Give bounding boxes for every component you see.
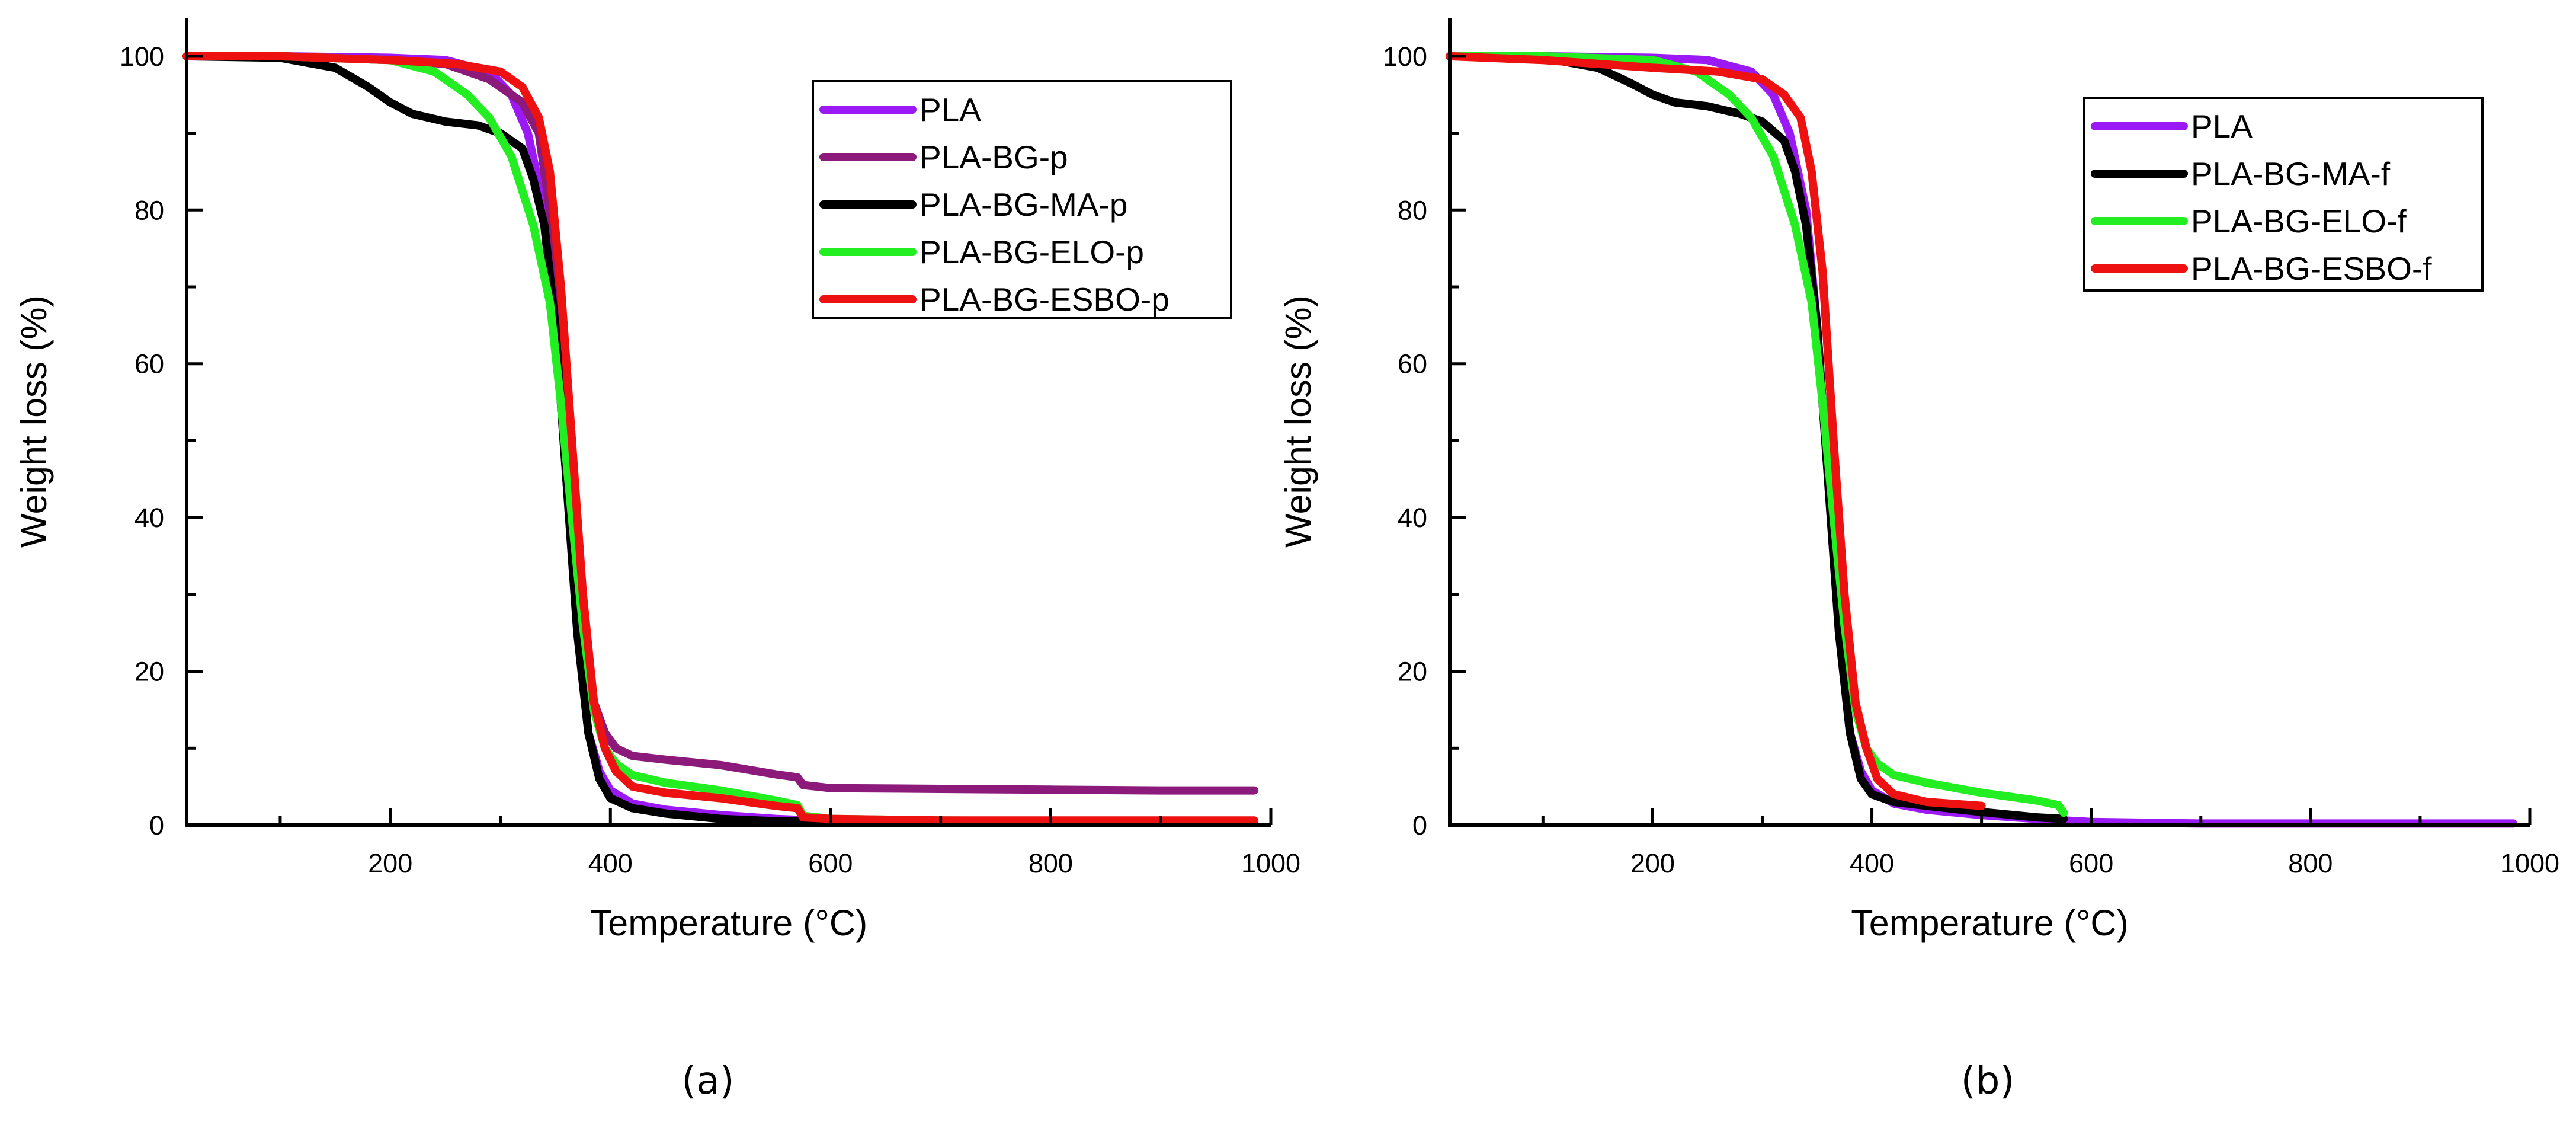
series-line-pla-bg-esbo-f <box>1446 52 1986 810</box>
y-tick-label: 20 <box>1398 657 1427 687</box>
y-tick-label: 80 <box>1398 195 1427 225</box>
legend-label: PLA <box>919 91 981 128</box>
x-tick-label: 400 <box>588 848 633 878</box>
y-tick-label: 0 <box>149 810 164 840</box>
y-axis-title: Weight loss (%) <box>14 295 54 548</box>
legend-label: PLA-BG-p <box>919 139 1068 175</box>
x-tick-label: 800 <box>1029 848 1073 878</box>
legend-label: PLA-BG-MA-p <box>919 186 1127 223</box>
y-tick-label: 40 <box>1398 503 1427 533</box>
y-tick-label: 100 <box>120 41 164 72</box>
y-tick-label: 60 <box>1398 349 1427 379</box>
y-tick-label: 20 <box>134 657 164 687</box>
x-tick-label: 600 <box>808 848 853 878</box>
legend-label: PLA <box>2191 108 2253 145</box>
x-tick-label: 400 <box>1850 848 1894 878</box>
panel-a: 200 400 600 800 1000 0 20 40 60 80 100 Temperature … <box>14 18 1300 1103</box>
x-tick-label: 800 <box>2288 848 2333 878</box>
x-tick-label: 200 <box>1630 848 1675 878</box>
legend-label: PLA-BG-MA-f <box>2191 155 2391 192</box>
x-axis-title: Temperature (°C) <box>1851 903 2128 943</box>
y-tick-label: 0 <box>1412 810 1427 840</box>
legend: PLA PLA-BG-p PLA-BG-MA-p PLA-BG-ELO-p PLA-BG… <box>812 80 1232 319</box>
x-tick-label: 1000 <box>1241 848 1300 878</box>
series-line-pla-bg-elo-f <box>1446 52 2068 817</box>
legend-label: PLA-BG-ELO-f <box>2191 203 2407 239</box>
y-tick-label: 100 <box>1383 41 1427 72</box>
legend-label: PLA-BG-ELO-p <box>919 234 1144 270</box>
y-axis-title: Weight loss (%) <box>1278 295 1318 548</box>
x-axis-title: Temperature (°C) <box>590 903 867 943</box>
legend-box <box>812 80 1232 319</box>
x-tick-label: 600 <box>2069 848 2113 878</box>
series-line-pla-bg-ma-f <box>1446 52 2068 823</box>
panel-b: 200 400 600 800 1000 0 20 40 60 80 100 Temperature … <box>1278 18 2559 1103</box>
x-tick-label: 200 <box>368 848 412 878</box>
panel-caption: (a) <box>681 1059 734 1103</box>
legend: PLA PLA-BG-MA-f PLA-BG-ELO-f PLA-BG-ESBO-f <box>2083 97 2484 292</box>
y-tick-label: 60 <box>134 349 164 379</box>
legend-label: PLA-BG-ESBO-p <box>919 281 1170 318</box>
legend-label: PLA-BG-ESBO-f <box>2191 250 2432 287</box>
panel-caption: (b) <box>1961 1059 2015 1103</box>
x-tick-label: 1000 <box>2500 848 2559 878</box>
y-tick-label: 40 <box>134 503 164 533</box>
y-tick-label: 80 <box>134 195 164 225</box>
